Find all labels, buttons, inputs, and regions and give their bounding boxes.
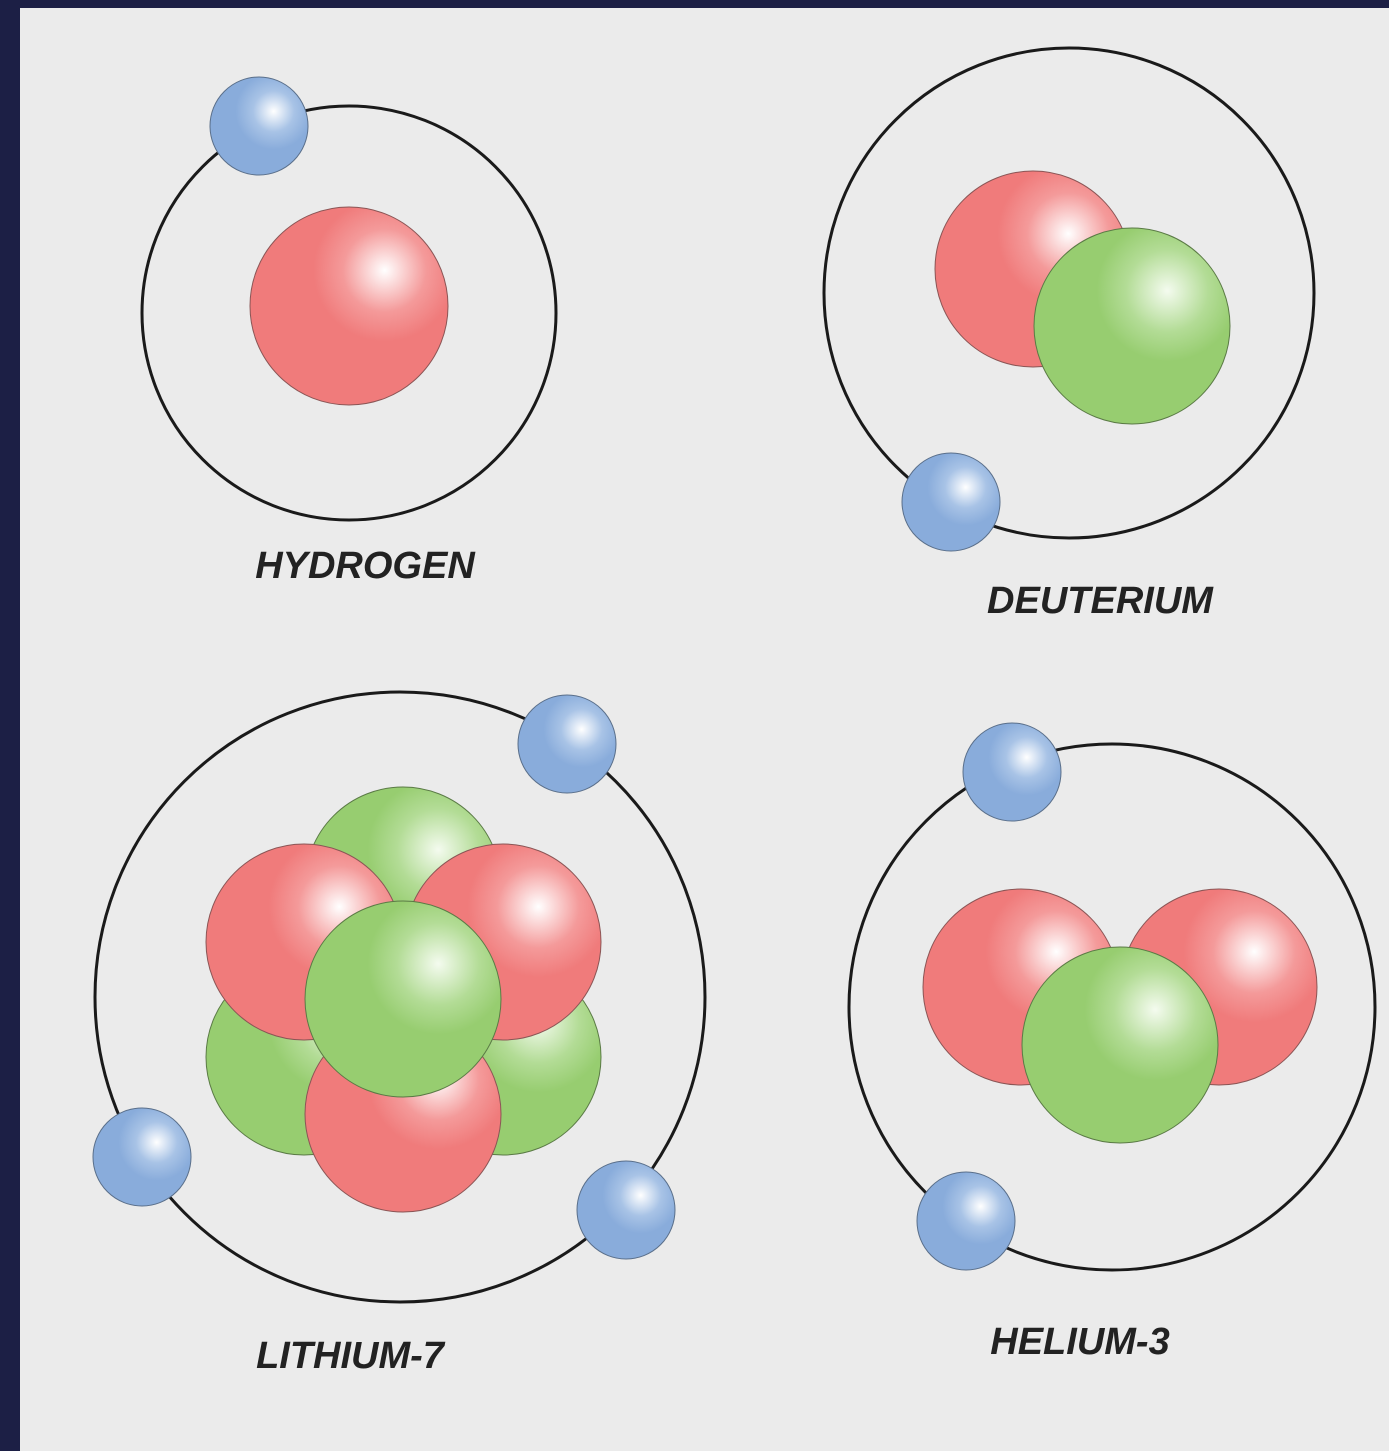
panel: [20, 8, 1389, 1451]
atom-label: HELIUM-3: [990, 1321, 1169, 1363]
neutron: [1022, 947, 1218, 1143]
electron: [210, 77, 308, 175]
electron: [917, 1172, 1015, 1270]
electron: [963, 723, 1061, 821]
electron: [518, 695, 616, 793]
electron: [577, 1161, 675, 1259]
proton: [250, 207, 448, 405]
atom-label: DEUTERIUM: [987, 580, 1214, 622]
diagram: HYDROGEN DEUTERIUM LITHIUM-7 HELIUM-3: [0, 0, 1389, 1451]
atom-label: HYDROGEN: [255, 545, 476, 587]
electron: [93, 1108, 191, 1206]
neutron: [1034, 228, 1230, 424]
neutron: [305, 901, 501, 1097]
atom-label: LITHIUM-7: [256, 1335, 446, 1377]
electron: [902, 453, 1000, 551]
